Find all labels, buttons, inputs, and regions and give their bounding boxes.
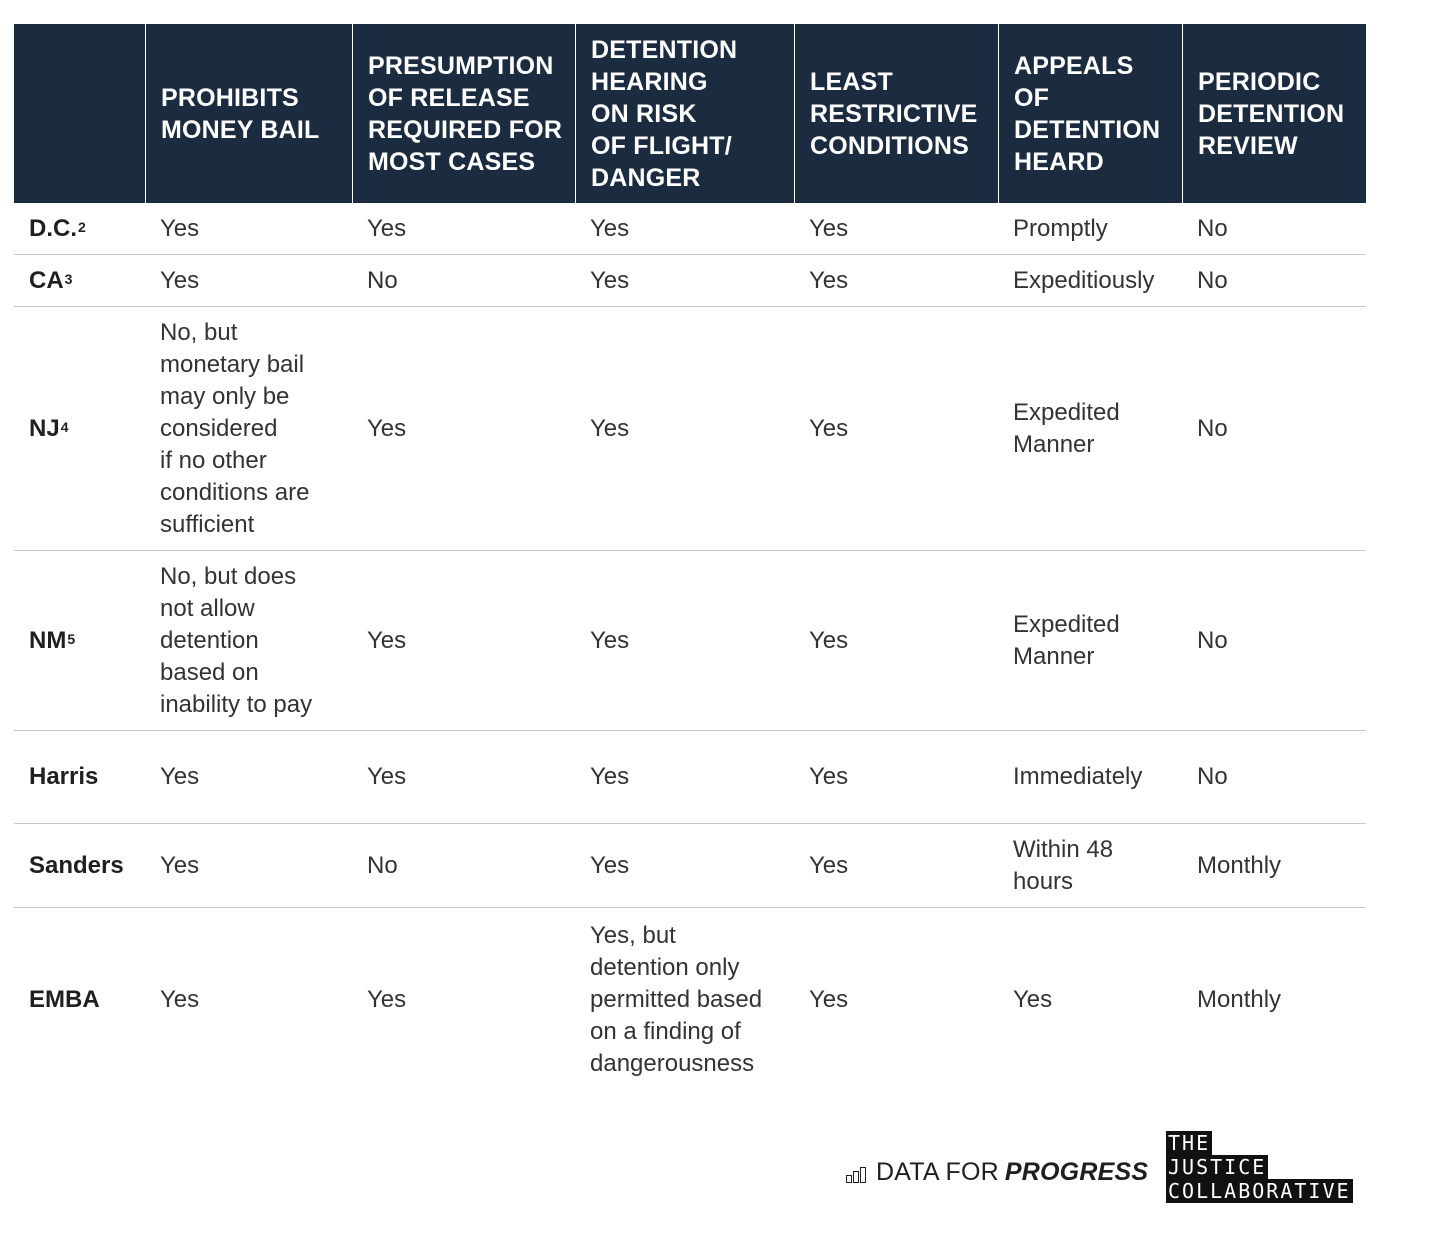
row-label: EMBA [29,986,100,1013]
header-cell-blank [14,24,145,203]
table-cell: Promptly [1013,214,1108,242]
header-cell-presumption-of-release: PRESUMPTION OF RELEASE REQUIRED FOR MOST… [352,24,575,203]
comparison-table: PROHIBITS MONEY BAIL PRESUMPTION OF RELE… [14,24,1366,1092]
table-cell: Yes [367,986,407,1013]
table-cell: Yes [809,851,849,879]
table-cell: Yes [367,626,407,654]
table-row: NM 5 No, but does not allow detention bas… [14,551,1366,731]
row-label: CA 3 [29,266,73,294]
tjc-logo-line: COLLABORATIVE [1166,1179,1353,1203]
table-cell: Yes [367,414,407,442]
table-cell: Yes [590,214,630,242]
tjc-logo-line: THE [1166,1131,1213,1155]
table-cell: Expedited Manner [1013,398,1120,458]
table-cell: No [367,851,398,879]
table-cell: Yes [809,763,849,790]
table-cell: No, but monetary bail may only be consid… [160,318,310,538]
table-cell: Within 48 hours [1013,835,1114,895]
table-cell: Yes [160,763,200,790]
table-cell: Yes [809,214,849,242]
table-cell: No [1197,414,1228,442]
header-cell-detention-hearing: DETENTION HEARING ON RISK OF FLIGHT/ DAN… [575,24,794,203]
table-cell: No [367,266,398,294]
table-cell: Yes [809,626,849,654]
dfp-logo-text: DATA FOR [876,1158,999,1186]
table-cell: Yes [590,266,630,294]
dfp-logo-text-bold: PROGRESS [1004,1158,1149,1186]
table-cell: Yes [809,414,849,442]
table-row: NJ 4 No, but monetary bail may only be co… [14,307,1366,551]
row-label: NJ 4 [29,414,69,442]
table-cell: Yes [590,626,630,654]
table-cell: Yes, but detention only permitted based … [590,922,763,1077]
table-cell: Yes [160,986,200,1013]
table-cell: Expeditiously [1013,266,1155,294]
row-label: NM 5 [29,626,76,654]
table-row: D.C. 2 Yes Yes Yes Yes Promptly No [14,203,1366,255]
header-cell-least-restrictive: LEAST RESTRICTIVE CONDITIONS [794,24,998,203]
justice-collaborative-logo: THE JUSTICE COLLABORATIVE [1166,1131,1353,1203]
bar-chart-icon [846,1163,867,1183]
table-header: PROHIBITS MONEY BAIL PRESUMPTION OF RELE… [14,24,1366,203]
table-row: Harris Yes Yes Yes Yes Immediately No [14,731,1366,824]
table-cell: Yes [590,851,630,879]
table-cell: No [1197,266,1228,294]
table-cell: Expedited Manner [1013,610,1120,670]
row-label: D.C. 2 [29,214,86,242]
row-label: Harris [29,763,99,790]
table-cell: No, but does not allow detention based o… [160,562,313,718]
table-cell: No [1197,763,1228,790]
table-row: CA 3 Yes No Yes Yes Expeditiously No [14,255,1366,307]
row-label: Sanders [29,851,124,879]
table-row: Sanders Yes No Yes Yes Within 48 hours M… [14,824,1366,908]
tjc-logo-line: JUSTICE [1166,1155,1269,1179]
table-cell: Yes [1013,986,1053,1013]
table-row: EMBA Yes Yes Yes, but detention only per… [14,908,1366,1092]
table-cell: Yes [367,214,407,242]
footer-logos: DATA FOR PROGRESS THE JUSTICE COLLABORAT… [846,1130,1356,1205]
table-cell: Yes [590,763,630,790]
header-cell-appeals: APPEALS OF DETENTION HEARD [998,24,1182,203]
table-cell: Yes [590,414,630,442]
table-cell: Yes [809,266,849,294]
header-cell-periodic-review: PERIODIC DETENTION REVIEW [1182,24,1366,203]
table-cell: Yes [160,214,200,242]
table-cell: Yes [160,266,200,294]
table-cell: Yes [809,986,849,1013]
table-cell: Yes [367,763,407,790]
table-cell: Monthly [1197,851,1282,879]
table-cell: No [1197,626,1228,654]
header-cell-prohibits-money-bail: PROHIBITS MONEY BAIL [145,24,352,203]
table-cell: Yes [160,851,200,879]
table-cell: No [1197,214,1228,242]
data-for-progress-logo: DATA FOR PROGRESS [846,1158,1148,1187]
table-cell: Immediately [1013,763,1143,790]
table-cell: Monthly [1197,986,1282,1013]
